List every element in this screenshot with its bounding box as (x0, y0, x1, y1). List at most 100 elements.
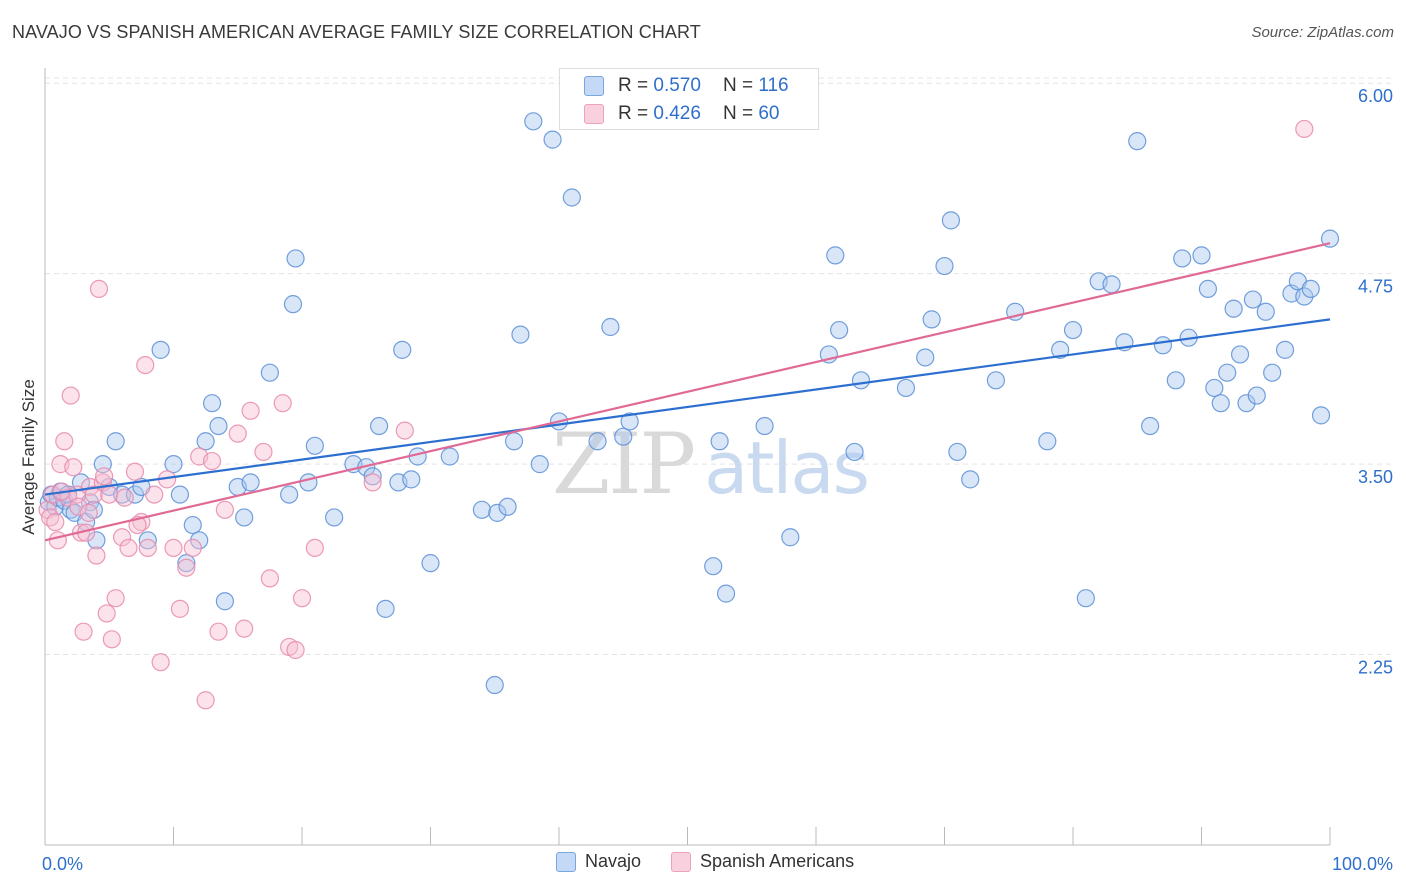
navajo-point (986, 371, 1006, 390)
n-label: N = (722, 103, 754, 124)
navajo-point (562, 188, 581, 207)
legend-entry-spanish: Spanish Americans (671, 851, 854, 872)
navajo-point (601, 317, 620, 337)
r-value: 0.570 (653, 75, 701, 96)
navajo-point (209, 416, 228, 436)
y-tick-label: 3.50 (1358, 467, 1393, 487)
n-value: 60 (758, 103, 780, 124)
r-label: R = (618, 75, 649, 96)
spanish-point (363, 473, 382, 492)
navajo-point (716, 584, 736, 603)
navajo-points (39, 112, 1340, 695)
correlation-legend: R = 0.570 N = 116 R = 0.426 N = 60 (559, 68, 819, 130)
spanish-point (55, 432, 74, 451)
navajo-point (376, 599, 395, 618)
navajo-point (1275, 340, 1295, 359)
navajo-point (941, 211, 961, 230)
navajo-point (1256, 302, 1275, 321)
navajo-point (177, 554, 196, 573)
navajo-point (1051, 340, 1070, 359)
navajo-point (1140, 416, 1160, 436)
spanish-point (196, 691, 215, 710)
spanish-point (95, 467, 114, 486)
n-value: 116 (758, 75, 789, 96)
navajo-point (151, 340, 170, 359)
series-legend: Navajo Spanish Americans (556, 851, 884, 872)
navajo-point (588, 432, 607, 451)
navajo-point (1320, 229, 1340, 248)
navajo-point (704, 557, 723, 576)
navajo-point (112, 485, 132, 504)
navajo-point (325, 508, 344, 527)
spanish-point (145, 485, 164, 504)
navajo-point (305, 436, 324, 455)
spanish-point (235, 619, 254, 638)
spanish-point (100, 485, 119, 504)
legend-label-navajo: Navajo (585, 851, 642, 871)
spanish-point (292, 589, 312, 608)
navajo-point (511, 325, 530, 344)
navajo-point (196, 432, 215, 451)
navajo-point (125, 485, 145, 504)
spanish-point (125, 462, 145, 481)
spanish-point (106, 589, 125, 608)
navajo-point (504, 432, 524, 451)
n-label: N = (722, 75, 754, 96)
spanish-swatch (584, 104, 604, 124)
spanish-point (136, 355, 155, 375)
navajo-swatch (584, 76, 604, 96)
navajo-point (1247, 386, 1266, 405)
navajo-point (280, 485, 299, 504)
navajo-point (710, 432, 729, 451)
navajo-point (370, 416, 389, 436)
spanish-point (119, 538, 138, 558)
navajo-point (543, 130, 562, 149)
spanish-point (97, 604, 116, 623)
spanish-point (46, 512, 65, 532)
navajo-point (614, 427, 633, 446)
navajo-point (1243, 290, 1263, 309)
spanish-point (1295, 119, 1314, 139)
navajo-point (498, 497, 517, 516)
navajo-point (299, 473, 318, 492)
navajo-point (485, 675, 504, 695)
legend-label-spanish: Spanish Americans (700, 851, 855, 871)
navajo-point (620, 412, 639, 431)
navajo-point (830, 320, 849, 340)
navajo-point (1218, 363, 1237, 382)
navajo-trend-line (44, 318, 1331, 496)
spanish-point (286, 640, 305, 660)
navajo-point (524, 112, 543, 131)
navajo-point (1166, 371, 1185, 390)
navajo-point (472, 500, 491, 519)
navajo-point (845, 442, 864, 462)
spanish-point (395, 421, 414, 440)
navajo-point (1102, 275, 1121, 294)
navajo-point (1311, 406, 1331, 425)
tick-labels: 6.00 4.75 3.50 2.25 0.0% 100.0% (42, 86, 1393, 874)
spanish-point (89, 279, 109, 299)
spanish-point (305, 538, 324, 558)
spanish-point (260, 569, 279, 588)
y-tick-label: 2.25 (1358, 658, 1393, 678)
navajo-point (1153, 336, 1173, 355)
navajo-point (235, 508, 254, 527)
navajo-point (530, 455, 549, 474)
navajo-point (1237, 394, 1256, 413)
spanish-point (74, 622, 93, 641)
navajo-point (1038, 432, 1057, 451)
spanish-point (254, 442, 273, 462)
navajo-point (202, 394, 222, 413)
navajo-point (1192, 246, 1211, 265)
spanish-point (112, 528, 132, 547)
navajo-point (1211, 394, 1230, 413)
spanish-point (87, 546, 106, 565)
navajo-point (402, 470, 421, 489)
navajo-point (190, 531, 209, 550)
spanish-point (241, 401, 260, 420)
navajo-point (1263, 363, 1282, 382)
navajo-point (1224, 299, 1243, 318)
navajo-point (826, 246, 845, 265)
trend-lines (44, 242, 1331, 542)
